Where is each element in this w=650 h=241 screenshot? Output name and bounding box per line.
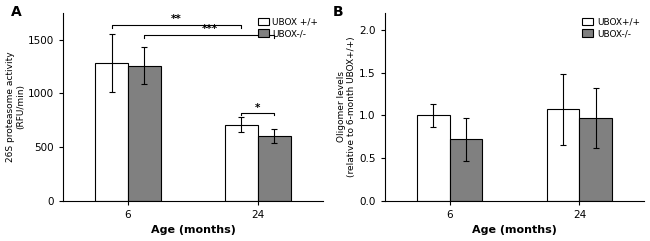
Bar xyxy=(95,63,128,201)
Text: ***: *** xyxy=(202,24,218,34)
Bar xyxy=(225,125,258,201)
Legend: UBOX+/+, UBOX-/-: UBOX+/+, UBOX-/- xyxy=(579,14,644,42)
Bar xyxy=(547,109,580,201)
X-axis label: Age (months): Age (months) xyxy=(151,225,235,235)
Bar xyxy=(258,136,291,201)
Y-axis label: 26S proteasome activity
(RFU/min): 26S proteasome activity (RFU/min) xyxy=(6,52,25,162)
Text: **: ** xyxy=(171,14,182,24)
Bar xyxy=(128,66,161,201)
Bar xyxy=(450,139,482,201)
Y-axis label: Oligomer levels
(relative to 6-month UBOX+/+): Oligomer levels (relative to 6-month UBO… xyxy=(337,37,356,177)
Legend: UBOX +/+, UBOX-/-: UBOX +/+, UBOX-/- xyxy=(254,14,322,42)
Bar xyxy=(580,118,612,201)
Text: *: * xyxy=(255,102,261,113)
Bar xyxy=(417,115,450,201)
Text: A: A xyxy=(11,6,22,20)
X-axis label: Age (months): Age (months) xyxy=(472,225,557,235)
Text: B: B xyxy=(333,6,343,20)
